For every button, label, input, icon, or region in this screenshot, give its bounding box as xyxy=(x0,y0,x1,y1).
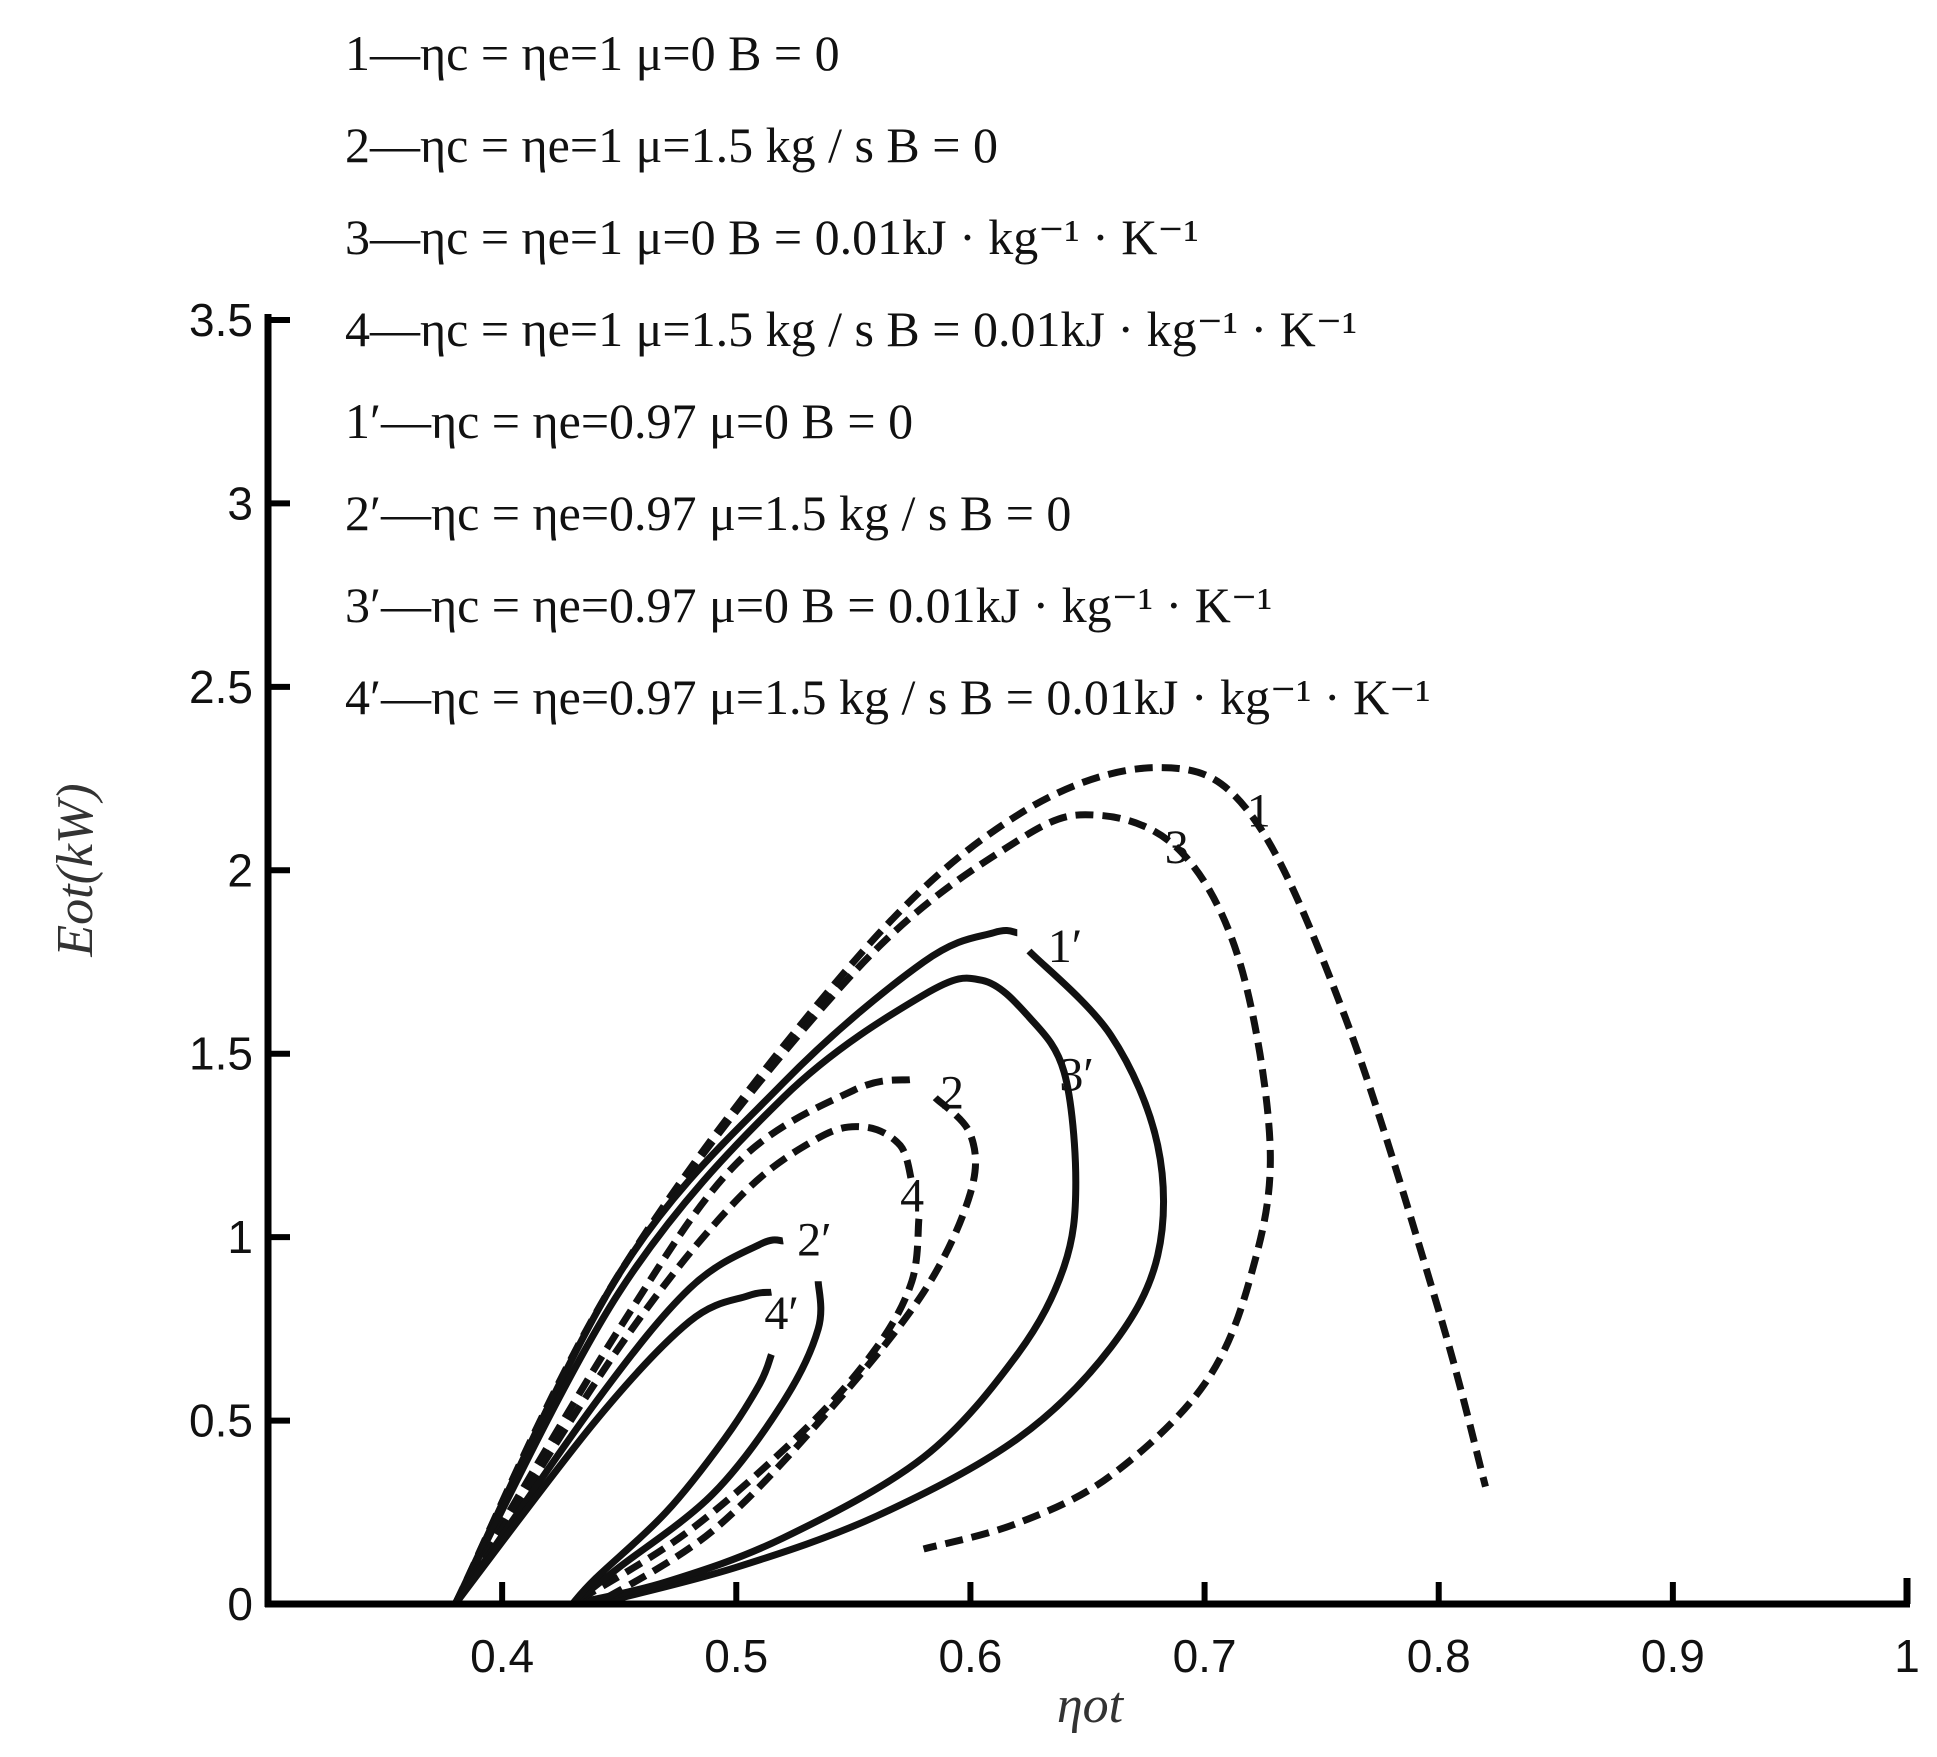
series-line xyxy=(452,1236,784,1607)
series-line xyxy=(570,1218,923,1607)
curve-label: 4′ xyxy=(764,1287,799,1340)
legend-entry: 4—ηc = ηe=1 μ=1.5 kg / s B = 0.01kJ · kg… xyxy=(345,301,1357,357)
legend-entry: 3′—ηc = ηe=0.97 μ=0 B = 0.01kJ · kg⁻¹ · … xyxy=(345,577,1272,633)
y-tick-label: 1.5 xyxy=(189,1028,253,1080)
y-tick-label: 0.5 xyxy=(189,1395,253,1447)
series-line xyxy=(452,974,1080,1608)
legend: 1—ηc = ηe=1 μ=0 B = 0 2—ηc = ηe=1 μ=1.5 k… xyxy=(345,25,1431,725)
series-line xyxy=(452,1075,913,1606)
y-axis-label: Eot(kW) xyxy=(47,783,104,957)
curve-label: 4 xyxy=(900,1169,924,1222)
curve-label: 2 xyxy=(940,1067,964,1120)
x-tick-label: 0.5 xyxy=(704,1630,768,1682)
legend-entry: 2′—ηc = ηe=0.97 μ=1.5 kg / s B = 0 xyxy=(345,485,1071,541)
x-tick-label: 0.4 xyxy=(470,1630,534,1682)
y-tick-label: 3 xyxy=(227,477,253,529)
curve-label: 3 xyxy=(1165,821,1189,874)
legend-entry: 2—ηc = ηe=1 μ=1.5 kg / s B = 0 xyxy=(345,117,998,173)
series-line xyxy=(594,948,1168,1608)
legend-entry: 1′—ηc = ηe=0.97 μ=0 B = 0 xyxy=(345,393,913,449)
y-tick-label: 0 xyxy=(227,1578,253,1630)
axes: 0.4 0.5 0.6 0.7 0.8 0.9 1 0 0.5 1 1.5 2 2.5 3 3.5 ηot Eo… xyxy=(47,294,1920,1734)
y-tick-label: 3.5 xyxy=(189,294,253,346)
curve-label: 1 xyxy=(1247,784,1271,837)
x-axis-label: ηot xyxy=(1057,1677,1125,1734)
x-tick-label: 0.9 xyxy=(1641,1630,1705,1682)
x-tick-label: 0.7 xyxy=(1173,1630,1237,1682)
legend-entry: 3—ηc = ηe=1 μ=0 B = 0.01kJ · kg⁻¹ · K⁻¹ xyxy=(345,209,1199,265)
series-line xyxy=(452,927,1018,1606)
series-line xyxy=(452,1288,772,1607)
x-tick-label: 0.8 xyxy=(1407,1630,1471,1682)
y-tick-label: 1 xyxy=(227,1211,253,1263)
series-line xyxy=(452,764,1489,1606)
curve-labels: 1 3 1′ 3′ 24 2′ 4′ xyxy=(764,784,1270,1340)
curve-label: 3′ xyxy=(1059,1048,1094,1101)
series-line xyxy=(452,811,1274,1606)
curve-label: 2′ xyxy=(797,1213,832,1266)
series-layer xyxy=(452,764,1489,1608)
legend-entry: 1—ηc = ηe=1 μ=0 B = 0 xyxy=(345,25,840,81)
x-tick-label: 1 xyxy=(1894,1630,1920,1682)
x-tick-label: 0.6 xyxy=(938,1630,1002,1682)
curve-label: 1′ xyxy=(1048,920,1083,973)
series-line xyxy=(452,1123,916,1606)
series-line xyxy=(593,1095,980,1607)
y-tick-label: 2 xyxy=(227,844,253,896)
series-line xyxy=(570,1280,825,1607)
legend-entry: 4′—ηc = ηe=0.97 μ=1.5 kg / s B = 0.01kJ … xyxy=(345,669,1431,725)
series-line xyxy=(569,1353,775,1607)
y-tick-label: 2.5 xyxy=(189,661,253,713)
